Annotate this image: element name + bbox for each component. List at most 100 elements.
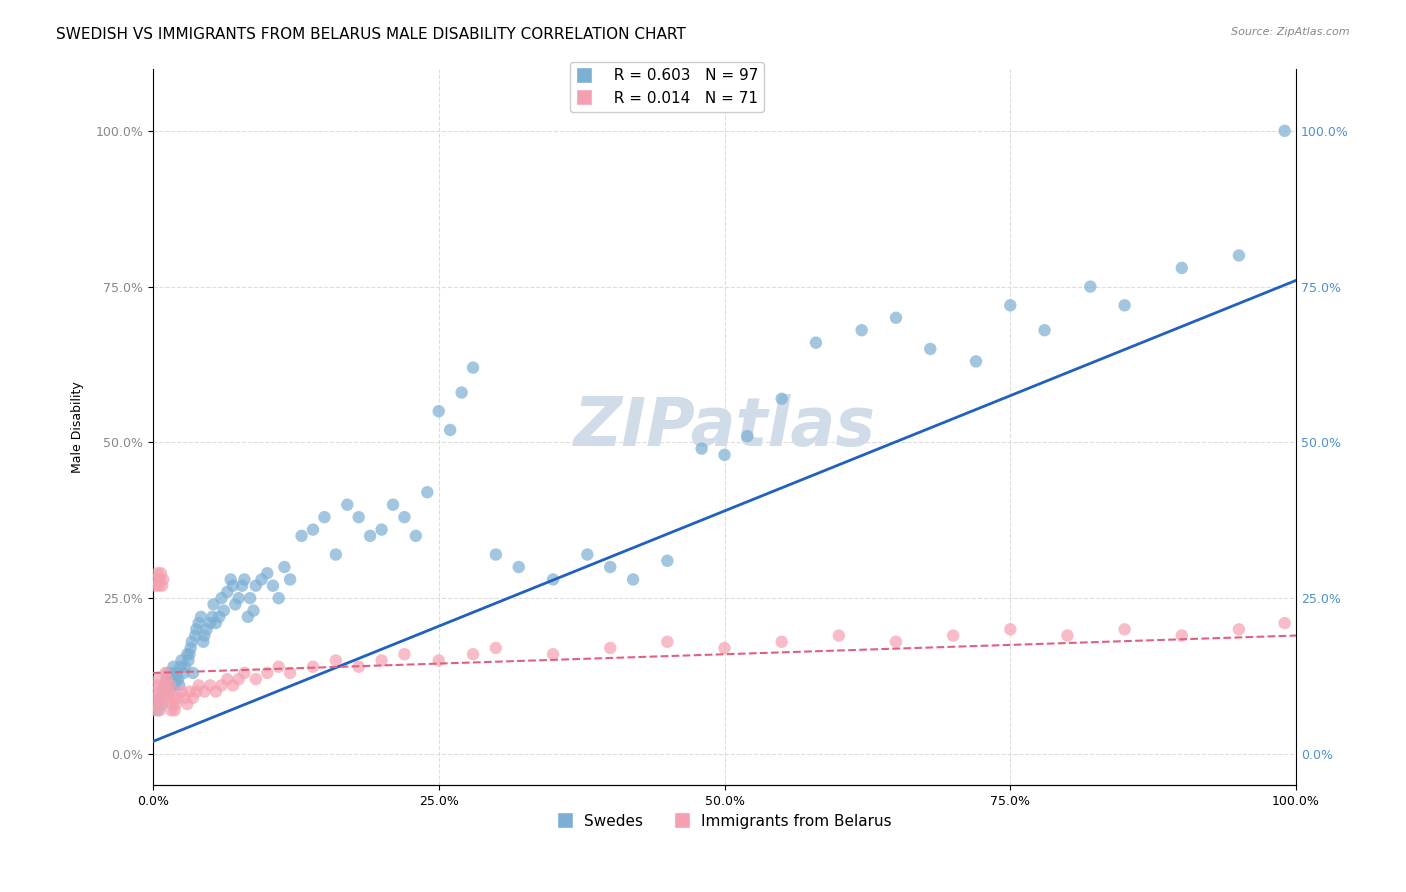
Point	[174, 659, 197, 673]
Point	[169, 659, 191, 673]
Point	[193, 684, 215, 698]
Point	[211, 591, 233, 606]
Text: ZIPatlas: ZIPatlas	[574, 393, 876, 459]
Point	[219, 573, 242, 587]
Point	[347, 659, 370, 673]
Point	[163, 678, 186, 692]
Point	[965, 354, 987, 368]
Point	[173, 665, 195, 680]
Point	[190, 610, 212, 624]
Point	[325, 548, 347, 562]
Point	[155, 665, 177, 680]
Point	[156, 690, 179, 705]
Point	[770, 634, 793, 648]
Point	[186, 684, 208, 698]
Point	[170, 653, 193, 667]
Point	[149, 703, 172, 717]
Point	[179, 647, 201, 661]
Point	[159, 678, 181, 692]
Point	[187, 678, 209, 692]
Point	[204, 616, 226, 631]
Point	[177, 653, 200, 667]
Point	[156, 672, 179, 686]
Point	[267, 659, 290, 673]
Point	[599, 560, 621, 574]
Point	[770, 392, 793, 406]
Point	[184, 628, 207, 642]
Point	[176, 697, 198, 711]
Point	[167, 690, 190, 705]
Point	[450, 385, 472, 400]
Point	[325, 653, 347, 667]
Point	[347, 510, 370, 524]
Point	[165, 697, 187, 711]
Point	[149, 566, 172, 581]
Point	[152, 684, 174, 698]
Point	[163, 703, 186, 717]
Point	[180, 640, 202, 655]
Point	[256, 665, 278, 680]
Point	[461, 360, 484, 375]
Point	[160, 672, 183, 686]
Point	[1000, 298, 1022, 312]
Point	[181, 665, 204, 680]
Point	[157, 684, 180, 698]
Point	[439, 423, 461, 437]
Point	[485, 640, 508, 655]
Point	[884, 310, 907, 325]
Point	[1078, 279, 1101, 293]
Point	[394, 510, 416, 524]
Point	[159, 678, 181, 692]
Text: SWEDISH VS IMMIGRANTS FROM BELARUS MALE DISABILITY CORRELATION CHART: SWEDISH VS IMMIGRANTS FROM BELARUS MALE …	[56, 27, 686, 42]
Point	[1033, 323, 1056, 337]
Point	[231, 579, 253, 593]
Point	[153, 678, 176, 692]
Point	[204, 684, 226, 698]
Point	[461, 647, 484, 661]
Point	[145, 573, 167, 587]
Point	[236, 610, 259, 624]
Point	[1114, 298, 1136, 312]
Point	[302, 659, 325, 673]
Point	[621, 573, 644, 587]
Point	[405, 529, 427, 543]
Point	[217, 672, 239, 686]
Point	[314, 510, 336, 524]
Point	[250, 573, 273, 587]
Point	[186, 623, 208, 637]
Point	[150, 690, 173, 705]
Point	[156, 665, 179, 680]
Point	[1274, 124, 1296, 138]
Point	[150, 697, 173, 711]
Point	[149, 690, 172, 705]
Legend: Swedes, Immigrants from Belarus: Swedes, Immigrants from Belarus	[551, 807, 898, 835]
Point	[1227, 623, 1250, 637]
Point	[143, 579, 166, 593]
Point	[416, 485, 439, 500]
Point	[336, 498, 359, 512]
Point	[290, 529, 312, 543]
Point	[212, 604, 235, 618]
Point	[148, 579, 170, 593]
Point	[150, 579, 173, 593]
Point	[174, 690, 197, 705]
Point	[690, 442, 713, 456]
Point	[146, 703, 169, 717]
Point	[233, 573, 256, 587]
Point	[884, 634, 907, 648]
Point	[156, 672, 179, 686]
Point	[942, 628, 965, 642]
Point	[262, 579, 284, 593]
Point	[166, 665, 188, 680]
Point	[302, 523, 325, 537]
Point	[382, 498, 405, 512]
Y-axis label: Male Disability: Male Disability	[72, 381, 84, 473]
Point	[217, 585, 239, 599]
Point	[508, 560, 530, 574]
Point	[278, 665, 301, 680]
Point	[228, 591, 250, 606]
Point	[222, 579, 245, 593]
Point	[239, 591, 262, 606]
Point	[242, 604, 264, 618]
Point	[233, 665, 256, 680]
